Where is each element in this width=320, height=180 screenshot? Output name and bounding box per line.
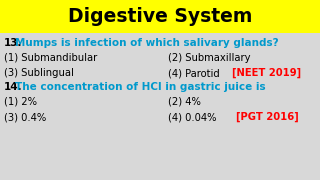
Text: 14.: 14.: [4, 82, 23, 92]
Text: Mumps is infection of which salivary glands?: Mumps is infection of which salivary gla…: [15, 38, 279, 48]
Text: Digestive System: Digestive System: [68, 7, 252, 26]
Text: [NEET 2019]: [NEET 2019]: [232, 68, 301, 78]
Text: 13.: 13.: [4, 38, 22, 48]
Text: (4) 0.04%: (4) 0.04%: [168, 112, 217, 122]
Text: (3) Sublingual: (3) Sublingual: [4, 68, 74, 78]
Text: (4) Parotid: (4) Parotid: [168, 68, 220, 78]
Text: (1) 2%: (1) 2%: [4, 97, 37, 107]
FancyBboxPatch shape: [0, 0, 320, 33]
Text: (3) 0.4%: (3) 0.4%: [4, 112, 46, 122]
Text: The concentration of HCl in gastric juice is: The concentration of HCl in gastric juic…: [15, 82, 266, 92]
Text: (1) Submandibular: (1) Submandibular: [4, 53, 97, 63]
Text: (2) 4%: (2) 4%: [168, 97, 201, 107]
Text: (2) Submaxillary: (2) Submaxillary: [168, 53, 251, 63]
Text: [PGT 2016]: [PGT 2016]: [236, 112, 299, 122]
